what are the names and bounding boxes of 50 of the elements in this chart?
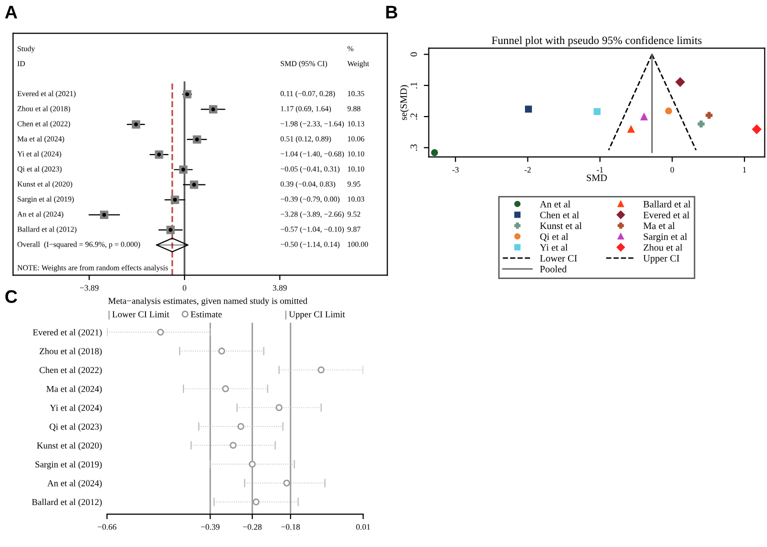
y-tick-label: Ma et al (2024)	[46, 386, 102, 394]
legend-label: Pooled	[540, 266, 567, 272]
x-tick-label: −0.18	[281, 524, 300, 530]
x-tick-label: 0.01	[356, 524, 370, 530]
legend-label: Qi et al	[540, 233, 568, 242]
y-tick-label: Chen et al (2022)	[40, 366, 102, 375]
y-axis-title: se(SMD)	[400, 85, 409, 120]
legend-label: Sargin et al	[644, 233, 688, 242]
legend-label: Estimate	[190, 311, 222, 318]
legend-label: Yi et al	[540, 244, 568, 251]
legend-label: Lower CI	[540, 255, 577, 262]
text: Upper CI Limit	[289, 311, 345, 320]
y-tick-label: .3	[410, 144, 418, 151]
legend-label: Ma et al	[643, 222, 675, 230]
x-tick-label: -2	[524, 166, 531, 172]
x-tick-label: 3.89	[272, 285, 287, 291]
x-tick-label: −3.89	[80, 285, 99, 291]
y-tick-label: .1	[410, 82, 418, 88]
chart-title: Meta−analysis estimates, given named study is omitted	[108, 298, 308, 306]
text: A	[5, 6, 18, 18]
y-tick-label: 0	[410, 52, 418, 56]
x-tick-label: -1	[596, 166, 603, 172]
x-tick-label: 0	[182, 285, 186, 291]
text: C	[5, 290, 18, 303]
chart-title: Funnel plot with pseudo 95% confidence limits	[492, 36, 702, 46]
y-tick-label: Ballard et al (2012)	[32, 498, 102, 507]
x-axis-title: SMD	[586, 174, 607, 182]
y-tick-label: Zhou et al (2018)	[40, 348, 102, 356]
y-tick-label: Evered et al (2021)	[32, 329, 102, 338]
y-tick-label: An et al (2024)	[47, 480, 102, 488]
text: Lower CI Limit	[112, 311, 170, 318]
legend-label: Ballard et al	[643, 200, 690, 208]
legend-label: Upper CI	[643, 255, 680, 264]
y-tick-label: .2	[410, 113, 418, 120]
x-tick-label: −0.39	[201, 524, 220, 530]
x-tick-label: 1	[743, 166, 746, 172]
x-tick-label: −0.66	[98, 524, 116, 530]
y-tick-label: Qi et al (2023)	[50, 423, 102, 432]
y-tick-label: Yi et al (2024)	[50, 404, 102, 413]
legend-label: Chen et al	[540, 211, 579, 218]
legend-label: Zhou et al	[644, 244, 682, 251]
y-tick-label: Kunst et al (2020)	[36, 442, 102, 450]
legend-label: An et al	[540, 200, 570, 208]
legend-label: Kunst et al	[540, 222, 582, 230]
x-tick-label: 0	[670, 166, 674, 173]
y-tick-label: Sargin et al (2019)	[35, 461, 102, 470]
text: B	[386, 6, 398, 18]
legend-label: Evered et al	[643, 211, 690, 218]
x-tick-label: -3	[452, 166, 459, 173]
x-tick-label: −0.28	[243, 524, 262, 530]
